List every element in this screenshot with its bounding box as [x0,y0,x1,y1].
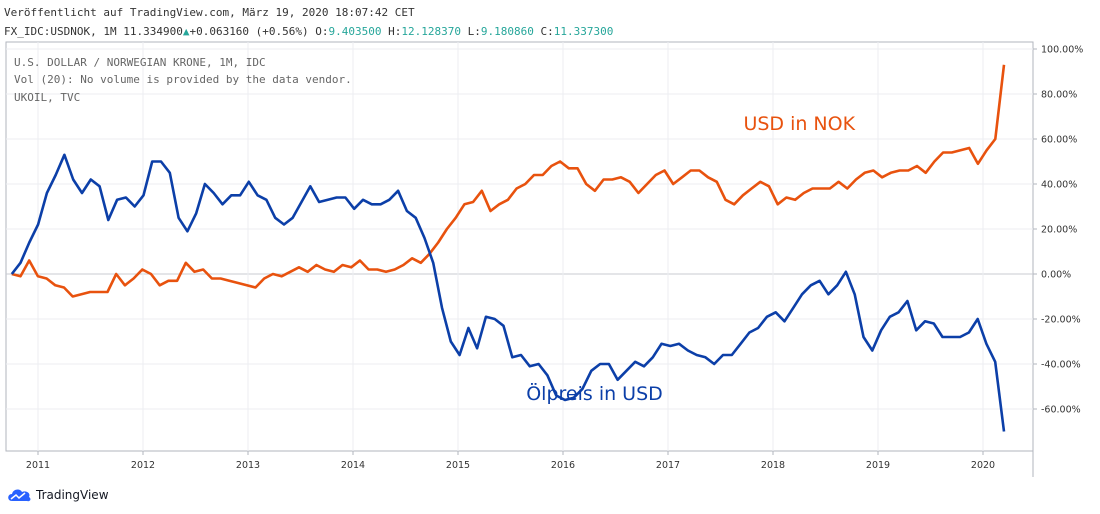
pane-border [5,41,1034,452]
series-annotation-2: Ölpreis in USD [526,382,663,405]
y-tick-label: 100.00% [1041,45,1083,56]
y-tick-label: -20.00% [1041,315,1081,326]
y-tick-label: -60.00% [1041,405,1081,416]
time-scale[interactable]: 2011 2012 2013 2014 2015 2016 2017 2018 2019 2020 [26,451,995,471]
x-tick-label: 2017 [656,460,680,471]
grid [6,42,1033,451]
series-line-2[interactable] [10,153,1006,432]
high-label: H: [388,25,402,38]
series-layer [10,64,1006,432]
y-tick-label: 20.00% [1041,225,1077,236]
annotation-layer: USD in NOK Ölpreis in USD [526,113,855,405]
price-change: +0.063160 (+0.56%) [189,25,309,38]
y-tick-label: 80.00% [1041,90,1077,101]
x-tick-label: 2016 [551,460,575,471]
x-tick-label: 2019 [866,460,890,471]
high-value: 12.128370 [401,25,462,38]
close-label: C: [540,25,554,38]
y-tick-label: 0.00% [1041,270,1071,281]
series-annotation-1: USD in NOK [743,113,855,135]
last-price: 11.334900 [123,25,183,38]
y-tick-label: 60.00% [1041,135,1077,146]
triangle-up-icon: ▲ [182,25,190,38]
y-tick-label: -40.00% [1041,360,1081,371]
symbol-label[interactable]: FX_IDC:USDNOK, 1M [4,25,117,38]
open-value: 9.403500 [328,25,382,38]
tradingview-logo[interactable]: TradingView [6,487,109,503]
price-scale[interactable]: 100.00% 80.00% 60.00% 40.00% 20.00% 0.00% -20.… [1033,45,1083,416]
low-value: 9.180860 [480,25,534,38]
x-tick-label: 2012 [131,460,155,471]
brand-name: TradingView [36,488,109,502]
x-tick-label: 2015 [446,460,470,471]
legend-volume[interactable]: Vol (20): No volume is provided by the d… [14,73,352,86]
x-tick-label: 2014 [341,460,365,471]
x-tick-label: 2020 [971,460,995,471]
legend-symbol[interactable]: U.S. DOLLAR / NORWEGIAN KRONE, 1M, IDC [14,56,266,69]
legend-compare-symbol[interactable]: UKOIL, TVC [14,91,81,104]
close-value: 11.337300 [553,25,614,38]
published-note: Veröffentlicht auf TradingView.com, März… [4,6,415,19]
x-tick-label: 2013 [236,460,260,471]
open-label: O: [315,25,329,38]
x-tick-label: 2018 [761,460,785,471]
series-line-1[interactable] [11,64,1006,298]
cloud-icon [8,489,31,502]
low-label: L: [467,25,481,38]
x-tick-label: 2011 [26,460,50,471]
y-tick-label: 40.00% [1041,180,1077,191]
symbol-ohlc-bar: FX_IDC:USDNOK, 1M 11.334900▲+0.063160 (+… [4,25,613,38]
